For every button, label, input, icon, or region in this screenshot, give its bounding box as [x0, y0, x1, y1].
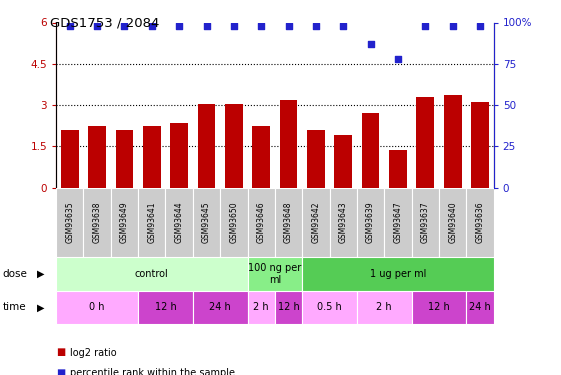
Bar: [384, 188, 412, 257]
Bar: [307, 130, 325, 188]
Point: [202, 23, 211, 29]
Text: 0.5 h: 0.5 h: [317, 303, 342, 312]
Text: dose: dose: [3, 269, 27, 279]
Bar: [302, 291, 357, 324]
Text: GSM93640: GSM93640: [448, 201, 457, 243]
Text: time: time: [3, 303, 26, 312]
Bar: [439, 188, 466, 257]
Text: ■: ■: [56, 368, 65, 375]
Text: percentile rank within the sample: percentile rank within the sample: [70, 368, 235, 375]
Bar: [357, 188, 384, 257]
Point: [120, 23, 129, 29]
Bar: [362, 113, 379, 188]
Text: GSM93644: GSM93644: [174, 201, 183, 243]
Bar: [56, 291, 138, 324]
Point: [174, 23, 183, 29]
Bar: [302, 257, 494, 291]
Bar: [84, 188, 111, 257]
Bar: [466, 188, 494, 257]
Bar: [165, 188, 193, 257]
Text: 24 h: 24 h: [209, 303, 231, 312]
Bar: [412, 188, 439, 257]
Text: GSM93642: GSM93642: [311, 201, 320, 243]
Point: [65, 23, 74, 29]
Text: GSM93645: GSM93645: [202, 201, 211, 243]
Point: [229, 23, 238, 29]
Bar: [56, 188, 84, 257]
Text: ▶: ▶: [36, 303, 44, 312]
Text: GSM93650: GSM93650: [229, 201, 238, 243]
Bar: [56, 257, 247, 291]
Text: GSM93635: GSM93635: [65, 201, 74, 243]
Text: 12 h: 12 h: [278, 303, 300, 312]
Text: 2 h: 2 h: [254, 303, 269, 312]
Text: GSM93638: GSM93638: [93, 201, 102, 243]
Text: GSM93646: GSM93646: [257, 201, 266, 243]
Point: [339, 23, 348, 29]
Point: [148, 23, 157, 29]
Text: 100 ng per
ml: 100 ng per ml: [249, 263, 301, 285]
Bar: [275, 188, 302, 257]
Bar: [193, 188, 220, 257]
Point: [448, 23, 457, 29]
Text: GSM93639: GSM93639: [366, 201, 375, 243]
Text: 0 h: 0 h: [89, 303, 105, 312]
Bar: [302, 188, 329, 257]
Bar: [275, 291, 302, 324]
Text: GSM93643: GSM93643: [339, 201, 348, 243]
Point: [93, 23, 102, 29]
Point: [311, 23, 320, 29]
Bar: [416, 97, 434, 188]
Bar: [143, 126, 160, 188]
Bar: [61, 130, 79, 188]
Bar: [111, 188, 138, 257]
Text: GSM93649: GSM93649: [120, 201, 129, 243]
Text: 1 ug per ml: 1 ug per ml: [370, 269, 426, 279]
Bar: [88, 126, 106, 188]
Text: ■: ■: [56, 348, 65, 357]
Bar: [247, 257, 302, 291]
Bar: [389, 150, 407, 188]
Bar: [330, 188, 357, 257]
Point: [257, 23, 266, 29]
Bar: [138, 291, 193, 324]
Bar: [116, 130, 134, 188]
Bar: [334, 135, 352, 188]
Bar: [466, 291, 494, 324]
Bar: [471, 102, 489, 188]
Point: [421, 23, 430, 29]
Bar: [225, 104, 243, 188]
Point: [284, 23, 293, 29]
Bar: [252, 126, 270, 188]
Text: 24 h: 24 h: [469, 303, 491, 312]
Text: GSM93641: GSM93641: [148, 201, 157, 243]
Bar: [138, 188, 165, 257]
Text: ▶: ▶: [36, 269, 44, 279]
Bar: [171, 123, 188, 188]
Text: GSM93647: GSM93647: [393, 201, 402, 243]
Text: GDS1753 / 2084: GDS1753 / 2084: [50, 17, 160, 30]
Text: GSM93637: GSM93637: [421, 201, 430, 243]
Bar: [247, 291, 275, 324]
Bar: [357, 291, 412, 324]
Text: control: control: [135, 269, 169, 279]
Bar: [412, 291, 466, 324]
Text: 2 h: 2 h: [376, 303, 392, 312]
Bar: [197, 104, 215, 188]
Bar: [247, 188, 275, 257]
Point: [476, 23, 485, 29]
Text: 12 h: 12 h: [155, 303, 176, 312]
Bar: [280, 99, 297, 188]
Text: GSM93648: GSM93648: [284, 201, 293, 243]
Bar: [193, 291, 247, 324]
Text: GSM93636: GSM93636: [476, 201, 485, 243]
Text: log2 ratio: log2 ratio: [70, 348, 117, 357]
Point: [366, 41, 375, 47]
Point: [393, 56, 402, 62]
Bar: [220, 188, 247, 257]
Bar: [444, 95, 462, 188]
Text: 12 h: 12 h: [428, 303, 450, 312]
